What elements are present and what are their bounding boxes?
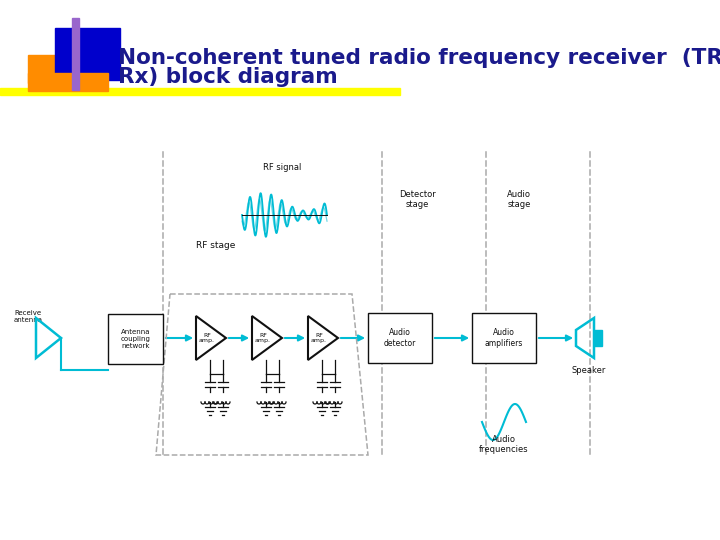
FancyBboxPatch shape [108, 314, 163, 364]
Text: Audio
frequencies: Audio frequencies [480, 435, 528, 454]
Bar [594, 330, 602, 346]
Text: RF
amp.: RF amp. [311, 333, 327, 343]
Text: RF stage: RF stage [196, 241, 235, 250]
Text: Audio
detector: Audio detector [384, 328, 416, 348]
Text: Audio
amplifiers: Audio amplifiers [485, 328, 523, 348]
Bar [0, 88, 400, 95]
Text: Speaker: Speaker [572, 366, 606, 375]
Bar [28, 55, 78, 83]
Text: Rx) block diagram: Rx) block diagram [118, 67, 338, 87]
Text: Audio
stage: Audio stage [507, 190, 531, 209]
Text: Non-coherent tuned radio frequency receiver  (TRF: Non-coherent tuned radio frequency recei… [118, 48, 720, 68]
Text: RF signal: RF signal [263, 163, 301, 172]
Text: RF
amp.: RF amp. [199, 333, 215, 343]
Bar [55, 28, 120, 80]
Bar [72, 18, 79, 90]
Text: Receive
antenna: Receive antenna [14, 310, 42, 323]
Text: Antenna
coupling
network: Antenna coupling network [120, 329, 150, 349]
FancyBboxPatch shape [368, 313, 432, 363]
FancyBboxPatch shape [472, 313, 536, 363]
Text: RF
amp.: RF amp. [255, 333, 271, 343]
Bar [28, 73, 108, 91]
Text: Detector
stage: Detector stage [399, 190, 436, 209]
